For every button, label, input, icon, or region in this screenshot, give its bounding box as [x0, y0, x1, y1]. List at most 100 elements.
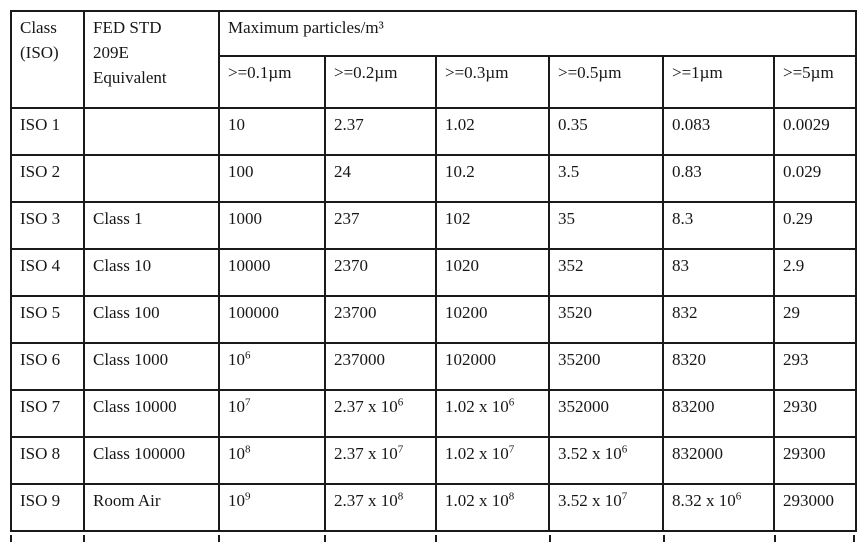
row-stub-line [83, 535, 85, 542]
value-cell: 108 [218, 436, 326, 485]
value-cell: 2.9 [773, 248, 857, 297]
value-cell: 29300 [773, 436, 857, 485]
value-cell: 35 [548, 201, 664, 250]
class-iso-cell: ISO 9 [10, 483, 85, 532]
row-stub-line [774, 535, 776, 542]
value-cell: 8.3 [662, 201, 775, 250]
value-cell: 3.5 [548, 154, 664, 203]
value-cell: 24 [324, 154, 437, 203]
value-cell: 10 [218, 107, 326, 156]
value-cell: 2.37 x 108 [324, 483, 437, 532]
class-iso-cell: ISO 4 [10, 248, 85, 297]
value-cell: 109 [218, 483, 326, 532]
value-cell: 83200 [662, 389, 775, 438]
fed-std-cell: Class 1000 [83, 342, 220, 391]
row-stub-line [218, 535, 220, 542]
table-row: ISO 9 Room Air 109 2.37 x 108 1.02 x 108… [10, 483, 857, 532]
value-cell: 3.52 x 106 [548, 436, 664, 485]
row-stub-line [435, 535, 437, 542]
value-cell: 8.32 x 106 [662, 483, 775, 532]
header-max-particles: Maximum particles/m³ [218, 10, 857, 57]
value-cell: 2.37 [324, 107, 437, 156]
table-body: ISO 1 10 2.37 1.02 0.35 0.083 0.0029 ISO… [10, 107, 857, 532]
class-iso-cell: ISO 3 [10, 201, 85, 250]
header-class-iso: Class (ISO) [10, 10, 85, 109]
fed-std-cell: Class 10 [83, 248, 220, 297]
row-stub-line [10, 535, 12, 542]
class-iso-cell: ISO 6 [10, 342, 85, 391]
header-size-0.2um: >=0.2µm [324, 55, 437, 109]
value-cell: 29 [773, 295, 857, 344]
class-iso-cell: ISO 8 [10, 436, 85, 485]
fed-std-cell: Class 100 [83, 295, 220, 344]
header-size-5um: >=5µm [773, 55, 857, 109]
value-cell: 106 [218, 342, 326, 391]
value-cell: 1.02 x 106 [435, 389, 550, 438]
value-cell: 293 [773, 342, 857, 391]
fed-std-cell: Class 100000 [83, 436, 220, 485]
class-iso-cell: ISO 5 [10, 295, 85, 344]
row-stub-line [549, 535, 551, 542]
value-cell: 0.83 [662, 154, 775, 203]
row-stub-line [663, 535, 665, 542]
value-cell: 10000 [218, 248, 326, 297]
row-stub-line [324, 535, 326, 542]
header-size-0.5um: >=0.5µm [548, 55, 664, 109]
value-cell: 2930 [773, 389, 857, 438]
value-cell: 100000 [218, 295, 326, 344]
value-cell: 102 [435, 201, 550, 250]
class-iso-cell: ISO 1 [10, 107, 85, 156]
value-cell: 0.0029 [773, 107, 857, 156]
value-cell: 832 [662, 295, 775, 344]
header-size-0.1um: >=0.1µm [218, 55, 326, 109]
value-cell: 1.02 [435, 107, 550, 156]
value-cell: 1.02 x 108 [435, 483, 550, 532]
value-cell: 3.52 x 107 [548, 483, 664, 532]
value-cell: 3520 [548, 295, 664, 344]
value-cell: 0.35 [548, 107, 664, 156]
table-row: ISO 6 Class 1000 106 237000 102000 35200… [10, 342, 857, 391]
value-cell: 293000 [773, 483, 857, 532]
value-cell: 1000 [218, 201, 326, 250]
fed-std-cell: Class 10000 [83, 389, 220, 438]
value-cell: 2370 [324, 248, 437, 297]
fed-std-cell: Room Air [83, 483, 220, 532]
value-cell: 2.37 x 107 [324, 436, 437, 485]
value-cell: 8320 [662, 342, 775, 391]
value-cell: 0.029 [773, 154, 857, 203]
value-cell: 35200 [548, 342, 664, 391]
class-iso-cell: ISO 2 [10, 154, 85, 203]
value-cell: 0.29 [773, 201, 857, 250]
class-iso-cell: ISO 7 [10, 389, 85, 438]
value-cell: 102000 [435, 342, 550, 391]
table-header: Class (ISO) FED STD 209E Equivalent Maxi… [10, 10, 857, 109]
fed-std-cell: Class 1 [83, 201, 220, 250]
value-cell: 352000 [548, 389, 664, 438]
value-cell: 237 [324, 201, 437, 250]
table-row: ISO 4 Class 10 10000 2370 1020 352 83 2.… [10, 248, 857, 297]
value-cell: 1.02 x 107 [435, 436, 550, 485]
fed-std-cell [83, 107, 220, 156]
value-cell: 23700 [324, 295, 437, 344]
value-cell: 0.083 [662, 107, 775, 156]
value-cell: 10.2 [435, 154, 550, 203]
value-cell: 100 [218, 154, 326, 203]
header-size-1um: >=1µm [662, 55, 775, 109]
value-cell: 83 [662, 248, 775, 297]
table-row: ISO 2 100 24 10.2 3.5 0.83 0.029 [10, 154, 857, 203]
value-cell: 2.37 x 106 [324, 389, 437, 438]
header-size-0.3um: >=0.3µm [435, 55, 550, 109]
fed-std-cell [83, 154, 220, 203]
header-fed-std: FED STD 209E Equivalent [83, 10, 220, 109]
value-cell: 352 [548, 248, 664, 297]
table-row: ISO 5 Class 100 100000 23700 10200 3520 … [10, 295, 857, 344]
cleanroom-class-table: Class (ISO) FED STD 209E Equivalent Maxi… [10, 10, 857, 532]
value-cell: 832000 [662, 436, 775, 485]
value-cell: 107 [218, 389, 326, 438]
table-row: ISO 7 Class 10000 107 2.37 x 106 1.02 x … [10, 389, 857, 438]
value-cell: 10200 [435, 295, 550, 344]
value-cell: 1020 [435, 248, 550, 297]
row-stub-line [853, 535, 855, 542]
value-cell: 237000 [324, 342, 437, 391]
table-row: ISO 1 10 2.37 1.02 0.35 0.083 0.0029 [10, 107, 857, 156]
